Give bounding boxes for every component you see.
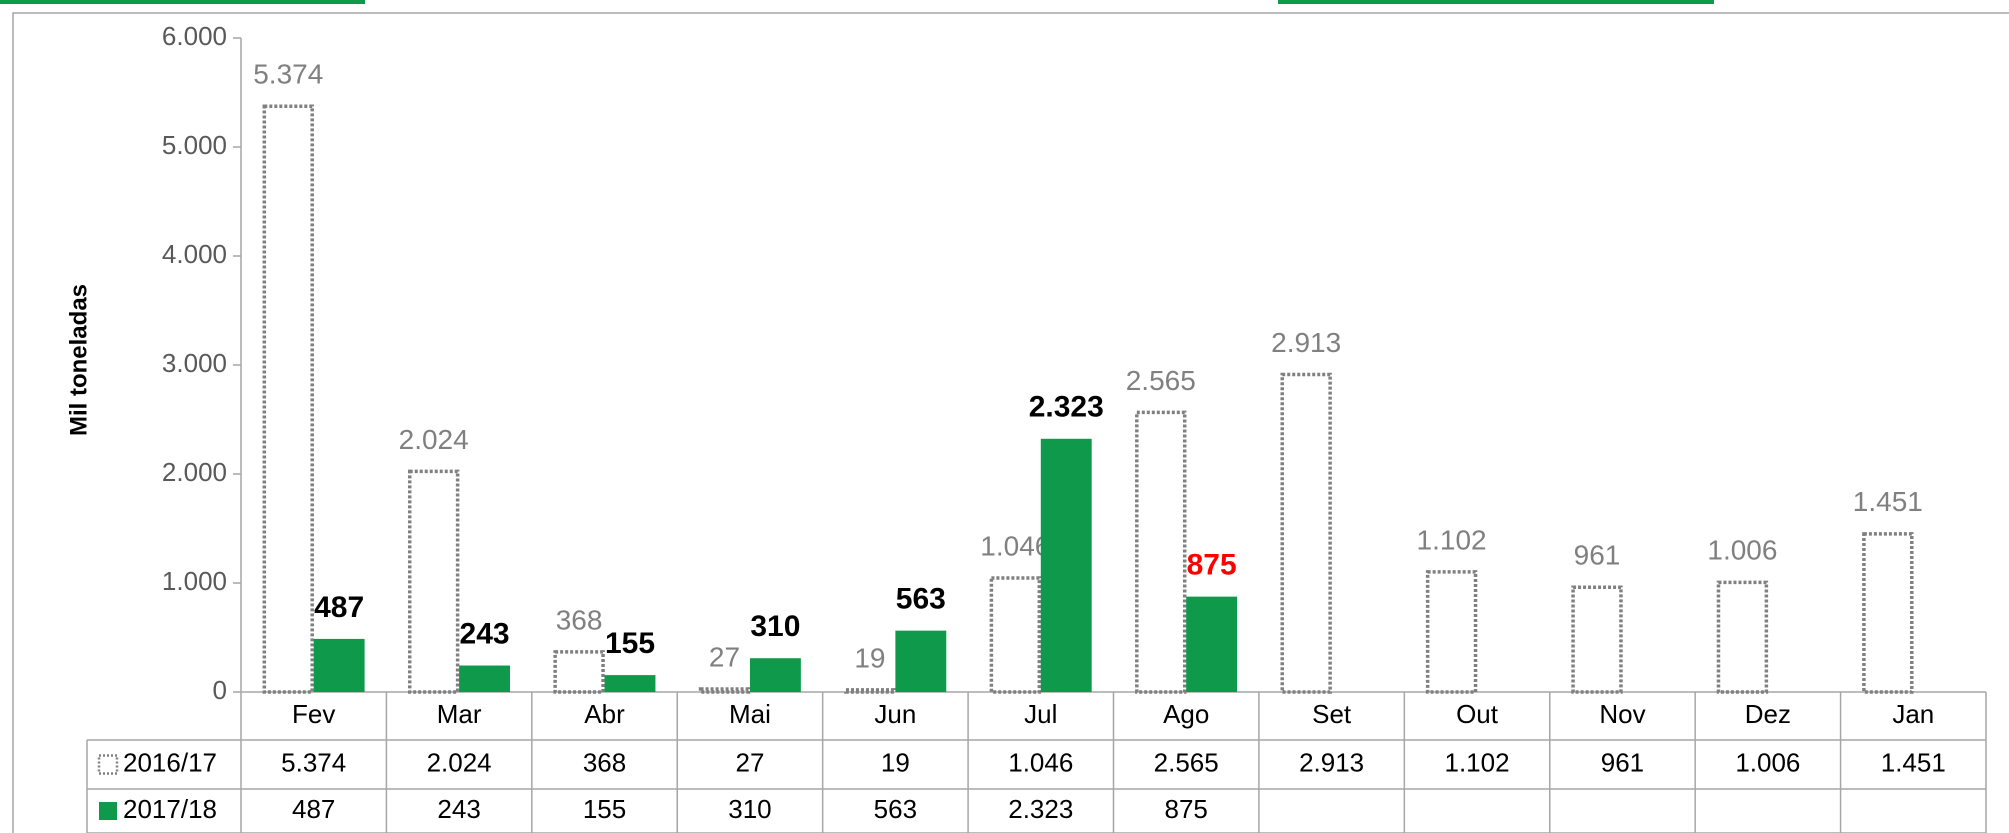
x-tick-label: Jun: [874, 699, 916, 729]
bar: [895, 630, 947, 692]
bar: [407, 469, 460, 694]
x-tick-label: Set: [1312, 699, 1352, 729]
data-label: 2.565: [1126, 365, 1196, 396]
data-label: 19: [854, 642, 885, 673]
table-cell: 1.046: [1008, 747, 1073, 777]
bar: [262, 104, 314, 694]
x-tick-label: Mar: [437, 699, 482, 729]
y-axis-title: Mil toneladas: [65, 284, 92, 436]
table-cell: 563: [874, 794, 917, 824]
data-label: 1.046: [980, 530, 1050, 561]
table-cell: 5.374: [281, 747, 346, 777]
table-cell: 1.006: [1735, 747, 1800, 777]
x-tick-label: Mai: [729, 699, 771, 729]
y-tick-label: 0: [213, 675, 227, 705]
data-label: 27: [709, 641, 740, 672]
data-label: 563: [896, 583, 946, 616]
y-tick-label: 4.000: [162, 239, 227, 269]
legend-label: 2016/17: [123, 747, 217, 777]
bar: [844, 688, 896, 694]
table-cell: 27: [735, 747, 764, 777]
legend-label: 2017/18: [123, 794, 217, 824]
data-label: 1.102: [1417, 524, 1487, 555]
data-label: 487: [314, 591, 364, 624]
bar: [553, 650, 605, 694]
data-label: 155: [605, 627, 655, 660]
bar: [459, 665, 511, 692]
table-cell: 2.323: [1008, 794, 1073, 824]
bar: [1280, 372, 1332, 694]
data-label: 368: [556, 604, 603, 635]
bar: [313, 638, 365, 692]
data-label: 310: [750, 610, 800, 643]
data-label: 5.374: [253, 59, 323, 90]
table-cell: 1.451: [1881, 747, 1946, 777]
x-tick-label: Out: [1456, 699, 1499, 729]
legend-key: [99, 802, 117, 820]
data-label: 2.024: [399, 424, 469, 455]
x-tick-label: Nov: [1599, 699, 1645, 729]
bar: [989, 576, 1042, 694]
y-tick-label: 2.000: [162, 457, 227, 487]
table-cell: 961: [1601, 747, 1644, 777]
x-tick-label: Abr: [584, 699, 625, 729]
data-label: 1.451: [1853, 486, 1923, 517]
x-tick-label: Fev: [292, 699, 335, 729]
chart-frame: [12, 12, 2009, 833]
bar: [604, 675, 656, 692]
bar: [1425, 570, 1478, 694]
bar: [1135, 410, 1187, 694]
y-tick-label: 1.000: [162, 566, 227, 596]
bar: [1862, 532, 1914, 694]
x-tick-label: Dez: [1745, 699, 1791, 729]
bar: [749, 658, 801, 692]
data-label: 875: [1187, 549, 1237, 582]
x-tick-label: Jul: [1024, 699, 1057, 729]
bar: [1186, 596, 1238, 692]
table-cell: 875: [1165, 794, 1208, 824]
data-label: 961: [1574, 540, 1621, 571]
table-cell: 487: [292, 794, 335, 824]
table-cell: 310: [728, 794, 771, 824]
data-label: 2.323: [1029, 391, 1104, 424]
table-cell: 368: [583, 747, 626, 777]
bar: [1571, 585, 1623, 694]
bar: [1040, 438, 1092, 692]
table-cell: 243: [437, 794, 480, 824]
data-label: 1.006: [1707, 535, 1777, 566]
bar: [698, 687, 751, 694]
legend-key: [97, 754, 119, 775]
table-cell: 155: [583, 794, 626, 824]
y-tick-label: 5.000: [162, 130, 227, 160]
y-tick-label: 6.000: [162, 21, 227, 51]
data-label: 243: [460, 617, 510, 650]
data-label: 2.913: [1271, 327, 1341, 358]
x-tick-label: Ago: [1163, 699, 1209, 729]
top-accent: [0, 0, 365, 4]
x-tick-label: Jan: [1892, 699, 1934, 729]
table-cell: 2.024: [427, 747, 492, 777]
top-accent: [1278, 0, 1714, 4]
table-cell: 1.102: [1445, 747, 1510, 777]
table-cell: 19: [881, 747, 910, 777]
y-tick-label: 3.000: [162, 348, 227, 378]
table-cell: 2.565: [1154, 747, 1219, 777]
table-cell: 2.913: [1299, 747, 1364, 777]
bar: [1716, 580, 1769, 694]
